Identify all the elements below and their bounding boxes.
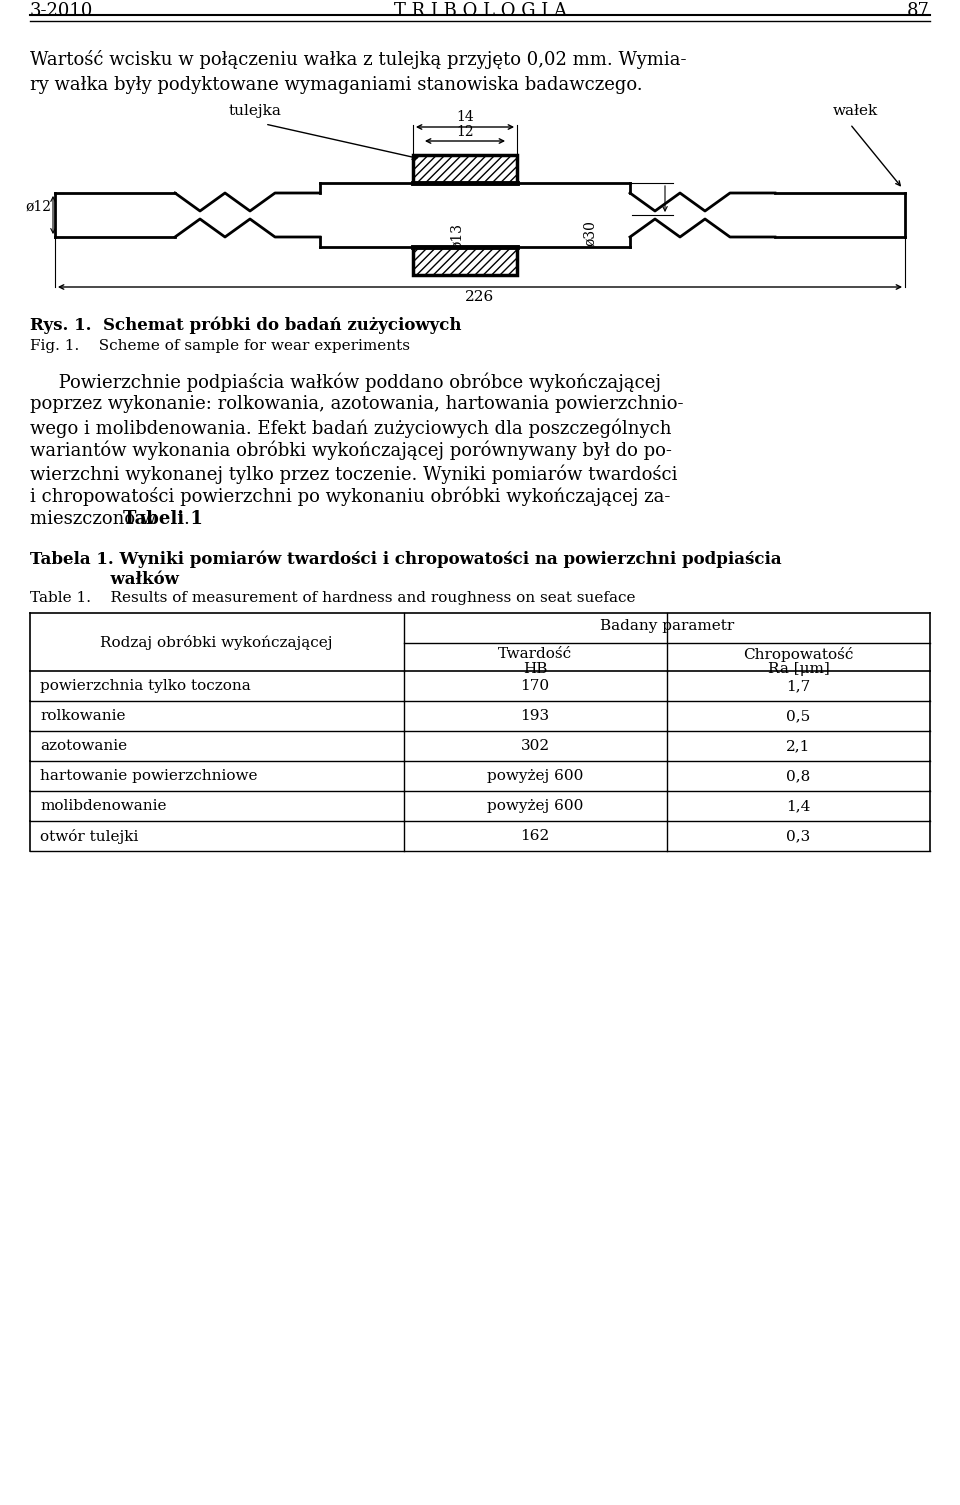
Text: 170: 170: [520, 679, 550, 692]
Text: 302: 302: [520, 739, 550, 752]
Text: Rys. 1.  Schemat próbki do badań zużyciowych: Rys. 1. Schemat próbki do badań zużyciow…: [30, 318, 462, 334]
Text: 0,8: 0,8: [786, 769, 810, 783]
Text: 162: 162: [520, 829, 550, 843]
Text: 3-2010: 3-2010: [30, 2, 93, 20]
Text: rolkowanie: rolkowanie: [40, 709, 126, 722]
Text: mieszczono w: mieszczono w: [30, 510, 162, 528]
Text: molibdenowanie: molibdenowanie: [40, 799, 166, 813]
Text: powierzchnia tylko toczona: powierzchnia tylko toczona: [40, 679, 251, 692]
Text: HB: HB: [523, 662, 547, 676]
Text: wałków: wałków: [30, 570, 179, 588]
Text: 1,7: 1,7: [786, 679, 810, 692]
Text: poprzez wykonanie: rolkowania, azotowania, hartowania powierzchnio-: poprzez wykonanie: rolkowania, azotowani…: [30, 394, 684, 412]
Text: wego i molibdenowania. Efekt badań zużyciowych dla poszczególnych: wego i molibdenowania. Efekt badań zużyc…: [30, 418, 671, 438]
Text: azotowanie: azotowanie: [40, 739, 127, 752]
Text: 12: 12: [456, 125, 474, 138]
Text: otwór tulejki: otwór tulejki: [40, 828, 138, 843]
Bar: [413, 155, 517, 184]
Text: powyżej 600: powyżej 600: [487, 769, 584, 783]
Text: 1,4: 1,4: [786, 799, 810, 813]
Text: .: .: [183, 510, 189, 528]
Text: powyżej 600: powyżej 600: [487, 799, 584, 813]
Text: ø30: ø30: [583, 220, 597, 245]
Text: Badany parametr: Badany parametr: [600, 619, 733, 634]
Text: wałek: wałek: [832, 104, 877, 117]
Text: hartowanie powierzchniowe: hartowanie powierzchniowe: [40, 769, 257, 783]
Text: i chropowatości powierzchni po wykonaniu obróbki wykończającej za-: i chropowatości powierzchni po wykonaniu…: [30, 488, 670, 507]
Text: 2,1: 2,1: [786, 739, 810, 752]
Text: Powierzchnie podpiaścia wałków poddano obróbce wykończającej: Powierzchnie podpiaścia wałków poddano o…: [30, 372, 661, 391]
Text: 0,5: 0,5: [786, 709, 810, 722]
Text: Wartość wcisku w połączeniu wałka z tulejką przyjęto 0,02 mm. Wymia-: Wartość wcisku w połączeniu wałka z tule…: [30, 50, 686, 69]
Text: Rodzaj obróbki wykończającej: Rodzaj obróbki wykończającej: [101, 635, 333, 650]
Text: wierzchni wykonanej tylko przez toczenie. Wyniki pomiarów twardości: wierzchni wykonanej tylko przez toczenie…: [30, 464, 678, 483]
Text: Tabeli 1: Tabeli 1: [123, 510, 203, 528]
Text: T R I B O L O G I A: T R I B O L O G I A: [394, 2, 566, 20]
Text: 193: 193: [520, 709, 550, 722]
Text: ø12: ø12: [25, 200, 51, 214]
Text: Tabela 1. Wyniki pomiarów twardości i chropowatości na powierzchni podpiaścia: Tabela 1. Wyniki pomiarów twardości i ch…: [30, 551, 781, 569]
Text: 0,3: 0,3: [786, 829, 810, 843]
Text: Chropowatość: Chropowatość: [743, 647, 853, 662]
Text: Table 1.    Results of measurement of hardness and roughness on seat sueface: Table 1. Results of measurement of hardn…: [30, 591, 636, 605]
Text: ry wałka były podyktowane wymaganiami stanowiska badawczego.: ry wałka były podyktowane wymaganiami st…: [30, 75, 642, 93]
Text: wariantów wykonania obróbki wykończającej porównywany był do po-: wariantów wykonania obróbki wykończające…: [30, 441, 672, 461]
Text: Twardość: Twardość: [498, 647, 572, 661]
Text: 87: 87: [907, 2, 930, 20]
Text: Fig. 1.    Scheme of sample for wear experiments: Fig. 1. Scheme of sample for wear experi…: [30, 339, 410, 354]
Text: tulejka: tulejka: [228, 104, 281, 117]
Text: ø13: ø13: [450, 223, 464, 248]
Text: 14: 14: [456, 110, 474, 123]
Text: Ra [μm]: Ra [μm]: [767, 662, 829, 676]
Text: 226: 226: [466, 290, 494, 304]
Bar: [413, 247, 517, 275]
